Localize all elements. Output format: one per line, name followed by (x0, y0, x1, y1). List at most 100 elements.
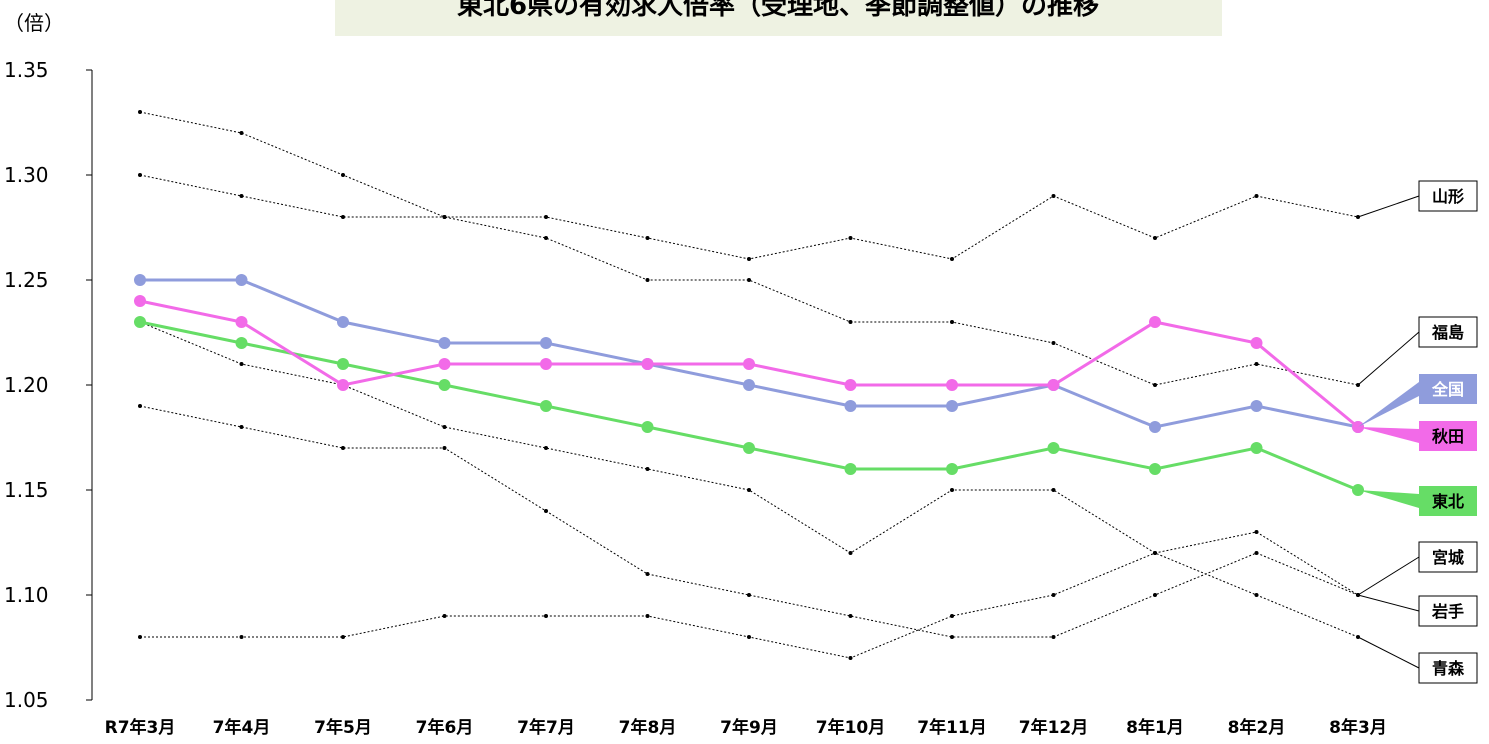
legend-label: 全国 (1431, 380, 1464, 399)
data-point (337, 316, 349, 328)
data-point (1250, 337, 1263, 349)
data-point (950, 614, 954, 618)
data-point (1149, 316, 1161, 328)
data-point (235, 316, 248, 328)
data-point (337, 379, 349, 391)
title-background (335, 0, 1222, 36)
data-point (848, 320, 853, 324)
data-point (1051, 488, 1056, 492)
data-point (540, 337, 552, 349)
data-point (235, 337, 248, 349)
legend-leader-line (1357, 636, 1420, 669)
data-point (1254, 362, 1259, 366)
data-point (641, 358, 654, 370)
data-point (950, 320, 954, 324)
legend-box (1418, 180, 1478, 212)
series-7 (134, 316, 1364, 496)
series-layer (134, 110, 1364, 660)
legend-box (1419, 374, 1477, 404)
series-line (139, 174, 1359, 260)
data-point (1051, 635, 1056, 639)
data-point (946, 463, 958, 475)
x-axis: R7年3月 7年4月 7年5月 7年6月 7年7月 7年8月 7年9月 7年10月 7年11月 7… (105, 717, 1387, 738)
data-point (1047, 442, 1060, 454)
x-tick-label: 7年12月 (1019, 717, 1089, 738)
legend-label: 秋田 (1432, 427, 1464, 446)
y-axis: 1.05 1.10 1.15 1.20 1.25 1.30 1.35 (4, 58, 93, 712)
data-point (1254, 530, 1259, 534)
data-point (341, 173, 345, 177)
data-point (138, 173, 142, 177)
legend-leader-line (1357, 594, 1420, 612)
data-point (138, 110, 142, 114)
data-point (747, 635, 751, 639)
legend-box (1419, 421, 1477, 451)
legend-leader-line (1357, 331, 1420, 386)
y-tick-label: 1.30 (4, 163, 49, 187)
data-point (950, 635, 954, 639)
data-point (1051, 194, 1056, 198)
data-point (438, 358, 451, 370)
data-point (1153, 236, 1157, 240)
legend-callout: 岩手 (1357, 594, 1478, 627)
data-point (848, 656, 853, 660)
legend-box (1418, 316, 1478, 348)
data-point (645, 236, 650, 240)
data-point (544, 236, 548, 240)
data-point (1254, 593, 1259, 597)
legend-callout: 山形 (1357, 180, 1478, 218)
data-point (1051, 593, 1056, 597)
legend-box (1419, 486, 1477, 516)
data-point (1149, 463, 1161, 475)
data-point (645, 572, 650, 576)
y-tick-label: 1.15 (4, 478, 49, 502)
series-6 (134, 274, 1364, 433)
x-tick-label: 7年10月 (816, 717, 886, 738)
legend-label: 青森 (1432, 659, 1465, 678)
series-line (139, 111, 1359, 386)
data-point (743, 358, 755, 370)
x-tick-label: 7年7月 (517, 717, 575, 738)
data-point (1250, 400, 1263, 412)
data-point (641, 421, 654, 433)
data-point (645, 467, 650, 471)
legend-callout: 秋田 (1358, 421, 1477, 451)
series-1 (138, 173, 1360, 261)
data-point (442, 446, 447, 450)
x-tick-label: 8年1月 (1126, 717, 1184, 738)
legend-label: 福島 (1431, 323, 1464, 342)
data-point (544, 446, 548, 450)
data-point (341, 635, 345, 639)
data-point (239, 425, 244, 429)
data-point (544, 215, 548, 219)
data-point (844, 379, 857, 391)
legend-callout: 福島 (1357, 316, 1478, 386)
data-point (1254, 551, 1259, 555)
legend-label: 岩手 (1431, 602, 1464, 621)
legend-callout: 全国 (1358, 374, 1477, 427)
legend-callout: 東北 (1358, 486, 1477, 516)
data-point (1250, 442, 1263, 454)
data-point (743, 379, 755, 391)
x-tick-label: 8年2月 (1228, 717, 1286, 738)
data-point (747, 278, 751, 282)
legend-leader-line (1357, 556, 1420, 596)
legend-box (1418, 595, 1478, 627)
legend-label: 宮城 (1432, 548, 1464, 567)
x-tick-label: 8年3月 (1329, 717, 1387, 738)
chart-title: 東北6県の有効求人倍率（受理地、季節調整値）の推移 (457, 0, 1099, 21)
data-point (442, 215, 447, 219)
y-tick-label: 1.05 (4, 688, 49, 712)
data-point (438, 337, 451, 349)
x-tick-label: 7年9月 (720, 717, 778, 738)
data-point (946, 379, 958, 391)
series-line (139, 405, 1359, 638)
data-point (442, 614, 447, 618)
data-point (848, 551, 853, 555)
series-8 (134, 295, 1364, 433)
data-point (1047, 379, 1060, 391)
data-point (844, 463, 857, 475)
data-point (946, 400, 958, 412)
y-tick-label: 1.35 (4, 58, 49, 82)
